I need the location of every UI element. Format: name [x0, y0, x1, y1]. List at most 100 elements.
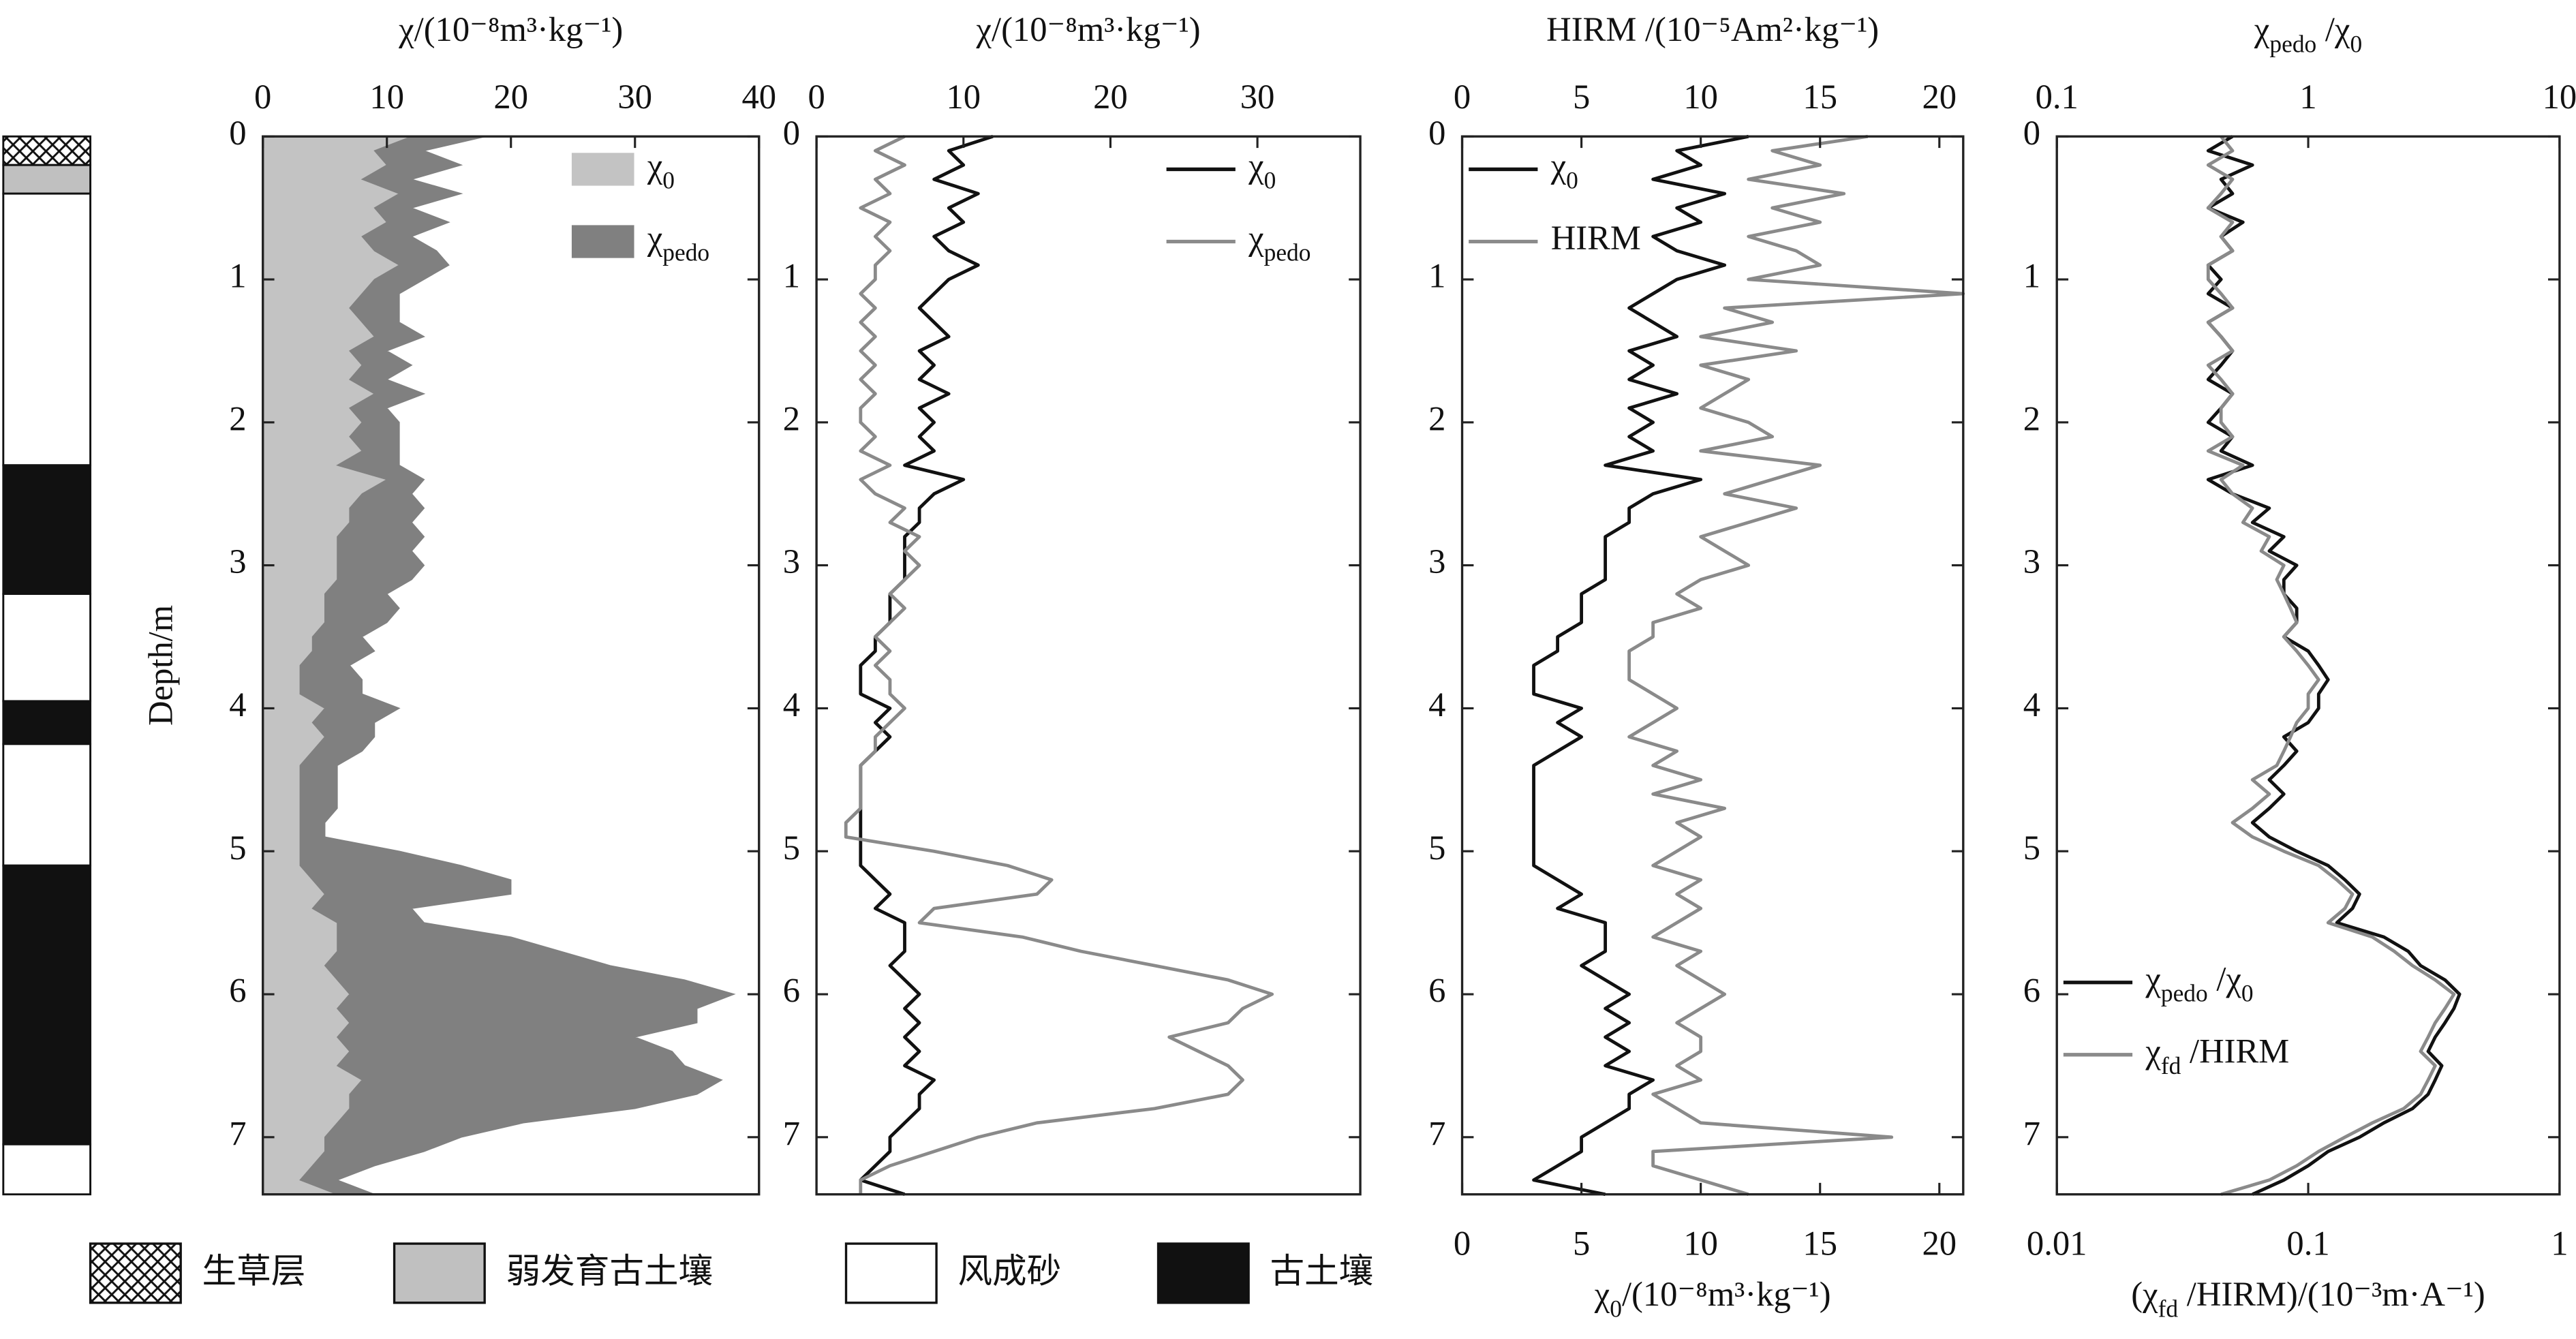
- y-tick-label: 6: [1428, 972, 1445, 1010]
- y-tick-label: 7: [783, 1114, 800, 1152]
- y-tick-label: 0: [1428, 114, 1445, 152]
- lithology-column: [2, 135, 92, 1196]
- legend-swatch: [571, 225, 634, 258]
- x-tick-label: 0: [1454, 78, 1471, 116]
- x-tick-label: 0.1: [2036, 78, 2079, 116]
- legend-swatch: [1156, 1242, 1250, 1304]
- x-tick-label: 10: [946, 78, 981, 116]
- y-tick-label: 1: [229, 257, 246, 295]
- y-tick-label: 4: [229, 686, 246, 724]
- y-tick-label: 0: [783, 114, 800, 152]
- lithology-unit: [2, 1143, 92, 1196]
- legend-label: 弱发育古土壤: [506, 1252, 714, 1290]
- x-tick-label: 30: [617, 78, 652, 116]
- legend-label: 古土壤: [1270, 1252, 1373, 1290]
- panel: 0 10 20 30 χ/(10⁻⁸m³·kg⁻¹) 0 1 2 3 4 5 6 7 χ0 χpedo: [783, 10, 1362, 1197]
- legend-label: χpedo /χ0: [2145, 959, 2253, 1007]
- frame: [1460, 135, 1965, 1196]
- line: [859, 134, 994, 1197]
- y-tick-label: 4: [1428, 686, 1445, 724]
- line: [1532, 134, 1749, 1197]
- lithology-unit: [2, 864, 92, 1145]
- x2-axis-title: (χfd /HIRM)/(10⁻³m·A⁻¹): [2131, 1275, 2485, 1323]
- lithology-unit: [2, 192, 92, 467]
- y-tick-label: 1: [783, 257, 800, 295]
- legend-swatch: [89, 1242, 182, 1304]
- y-tick-label: 2: [2023, 399, 2040, 437]
- y-tick-label: 4: [2023, 686, 2040, 724]
- y-tick-label: 0: [2023, 114, 2040, 152]
- x-tick-label: 40: [741, 78, 776, 116]
- lithology-legend: 生草层 弱发育古土壤 风成砂 古土壤: [89, 1242, 1373, 1304]
- x2-tick-label: 15: [1803, 1224, 1837, 1262]
- y-tick-label: 6: [783, 972, 800, 1010]
- x-axis-title: χpedo /χ0: [2254, 10, 2362, 58]
- lithology-unit: [2, 700, 92, 745]
- y-tick-label: 3: [1428, 542, 1445, 581]
- y-tick-label: 5: [2023, 829, 2040, 867]
- x-axis-title: HIRM /(10⁻⁵Am²·kg⁻¹): [1546, 10, 1879, 48]
- legend-swatch: [393, 1242, 486, 1304]
- lithology-unit: [2, 164, 92, 195]
- y-tick-label: 3: [2023, 542, 2040, 581]
- lithology-unit: [2, 743, 92, 867]
- x-tick-label: 20: [1922, 78, 1957, 116]
- lithology-unit: [2, 135, 92, 166]
- y-tick-label: 0: [229, 114, 246, 152]
- y-tick-label: 5: [783, 829, 800, 867]
- legend-label: HIRM: [1551, 219, 1641, 257]
- panel: 0 10 20 30 40 χ/(10⁻⁸m³·kg⁻¹) 0 1 2 3 4 5 6 7 Depth/m χ…: [142, 10, 776, 1196]
- x2-tick-label: 1: [2551, 1224, 2568, 1262]
- y-tick-label: 5: [1428, 829, 1445, 867]
- legend-label: χ0: [647, 147, 675, 194]
- x2-tick-label: 20: [1922, 1224, 1957, 1262]
- x2-tick-label: 0.01: [2027, 1224, 2087, 1262]
- y-tick-label: 3: [783, 542, 800, 581]
- frame: [815, 135, 1362, 1196]
- legend-swatch: [571, 153, 634, 186]
- y-tick-label: 7: [1428, 1114, 1445, 1152]
- x-tick-label: 0: [808, 78, 825, 116]
- legend-label: χ0: [1248, 147, 1276, 194]
- line: [2206, 135, 2456, 1197]
- y-tick-label: 2: [229, 399, 246, 437]
- x-tick-label: 10: [1683, 78, 1718, 116]
- lithology-unit: [2, 464, 92, 596]
- area: [299, 136, 736, 1195]
- legend-label: χpedo: [1248, 219, 1310, 266]
- x2-axis-title: χ0/(10⁻⁸m³·kg⁻¹): [1594, 1275, 1831, 1323]
- legend-swatch: [844, 1242, 938, 1304]
- y-tick-label: 2: [783, 399, 800, 437]
- legend-label: χfd /HIRM: [2145, 1032, 2289, 1079]
- x-tick-label: 5: [1573, 78, 1590, 116]
- y-axis-title: Depth/m: [142, 605, 180, 726]
- lithology-unit: [2, 593, 92, 703]
- x-tick-label: 20: [493, 78, 528, 116]
- legend-label: 生草层: [202, 1252, 306, 1290]
- x-tick-label: 1: [2299, 78, 2316, 116]
- legend-label: χ0: [1550, 147, 1578, 194]
- x2-tick-label: 10: [1683, 1224, 1718, 1262]
- x-axis-title: χ/(10⁻⁸m³·kg⁻¹): [976, 10, 1201, 48]
- x2-tick-label: 0: [1454, 1224, 1471, 1262]
- x-tick-label: 0: [254, 78, 271, 116]
- legend-label: χpedo: [647, 219, 709, 266]
- x-tick-label: 30: [1240, 78, 1275, 116]
- y-tick-label: 6: [229, 972, 246, 1010]
- y-tick-label: 7: [229, 1114, 246, 1152]
- x-tick-label: 20: [1093, 78, 1128, 116]
- y-tick-label: 5: [229, 829, 246, 867]
- line: [844, 135, 1274, 1195]
- x-tick-label: 15: [1803, 78, 1837, 116]
- x-tick-label: 10: [2543, 78, 2576, 116]
- x2-tick-label: 5: [1573, 1224, 1590, 1262]
- y-tick-label: 2: [1428, 399, 1445, 437]
- y-tick-label: 4: [783, 686, 800, 724]
- y-tick-label: 7: [2023, 1114, 2040, 1152]
- line: [1627, 134, 1965, 1197]
- x-axis-title: χ/(10⁻⁸m³·kg⁻¹): [398, 10, 623, 48]
- y-tick-label: 3: [229, 542, 246, 581]
